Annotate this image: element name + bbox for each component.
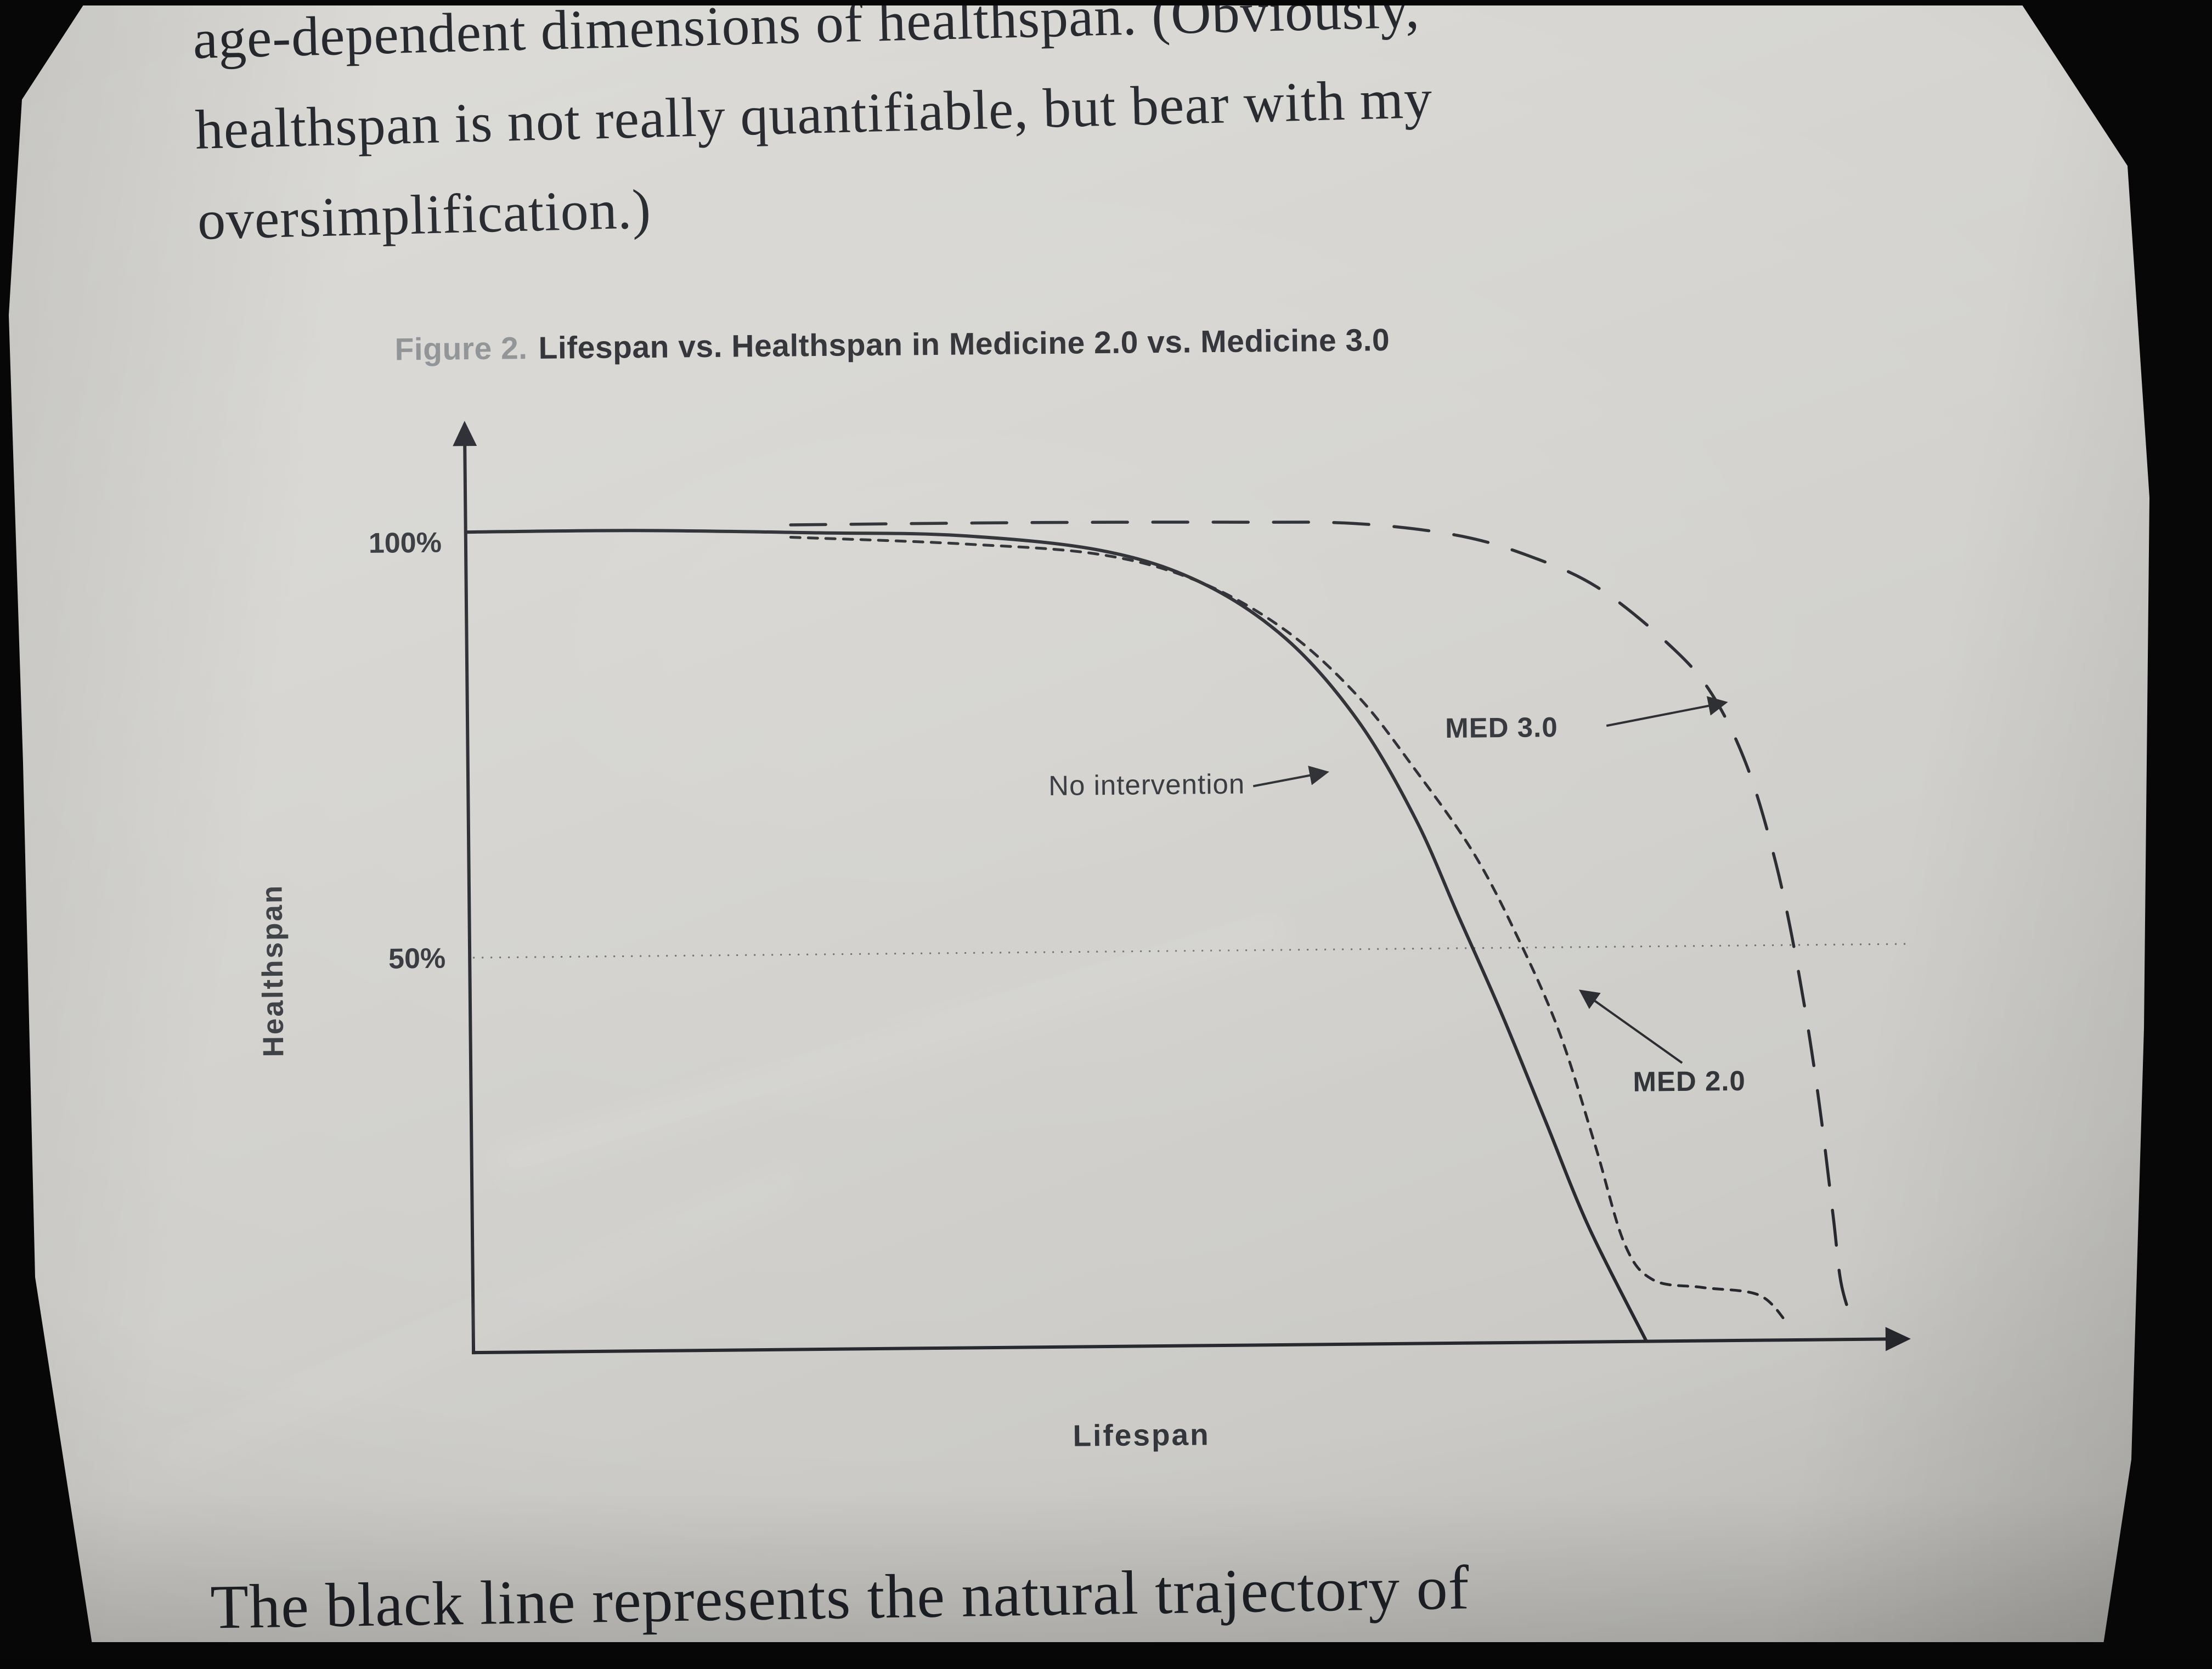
photo-edge-bottom: [0, 1642, 2212, 1659]
x-axis-arrowhead: [1885, 1327, 1911, 1351]
y-axis-label: Healthspan: [256, 884, 290, 1057]
no-intervention-arrow: [1252, 766, 1329, 788]
annotation-med-2-0: MED 2.0: [1633, 1065, 1746, 1097]
y-tick-100: 100%: [368, 527, 442, 559]
photo-edge-top: [0, 0, 2212, 5]
x-axis-label: Lifespan: [1073, 1417, 1210, 1453]
y-axis-arrowhead: [453, 421, 477, 446]
med-3-0-arrow: [1606, 696, 1728, 727]
fifty-percent-gridline: [473, 943, 1910, 959]
y-tick-50: 50%: [388, 942, 446, 975]
annotation-med-3-0: MED 3.0: [1444, 711, 1558, 744]
med-2-0-arrow: [1578, 989, 1683, 1064]
series-layer: [464, 520, 1854, 1343]
curve-med-2-0: [789, 535, 1789, 1325]
x-axis: [472, 1337, 1889, 1355]
y-axis: [463, 442, 476, 1355]
annotation-no-intervention: No intervention: [1048, 768, 1245, 802]
curve-med-3-0: [789, 520, 1854, 1325]
curve-no-intervention: [464, 529, 1649, 1343]
